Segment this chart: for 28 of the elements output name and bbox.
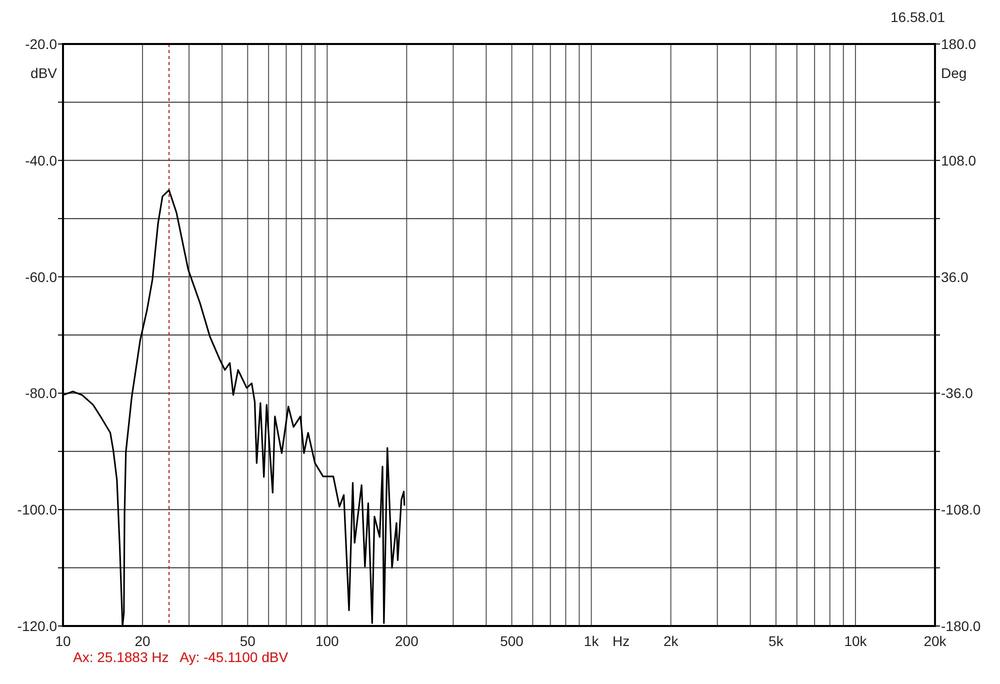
text: Ax: 25.1883 Hz Ay: -45.1100 dBV: [73, 649, 289, 665]
y2-tick-label: -108.0: [941, 502, 981, 518]
x-tick-label: 10: [55, 633, 71, 649]
y-tick-label: -80.0: [25, 385, 58, 402]
x-tick-label: 5k: [768, 633, 784, 649]
y-tick-label: -60.0: [25, 268, 58, 285]
x-tick-label: 10k: [844, 633, 868, 649]
x-tick-label: 500: [500, 633, 524, 649]
y2-tick-label: 36.0: [941, 268, 968, 285]
x-axis-title: Hz: [612, 633, 630, 649]
x-tick-label: 20: [134, 633, 151, 649]
y-tick-label: -40.0: [25, 152, 58, 168]
x-tick-label: 200: [395, 633, 419, 649]
y2-tick-label: -180.0: [941, 618, 981, 634]
y2-tick-label: 108.0: [941, 152, 976, 168]
x-tick-label: 2k: [663, 633, 680, 649]
y-tick-label: -120.0: [17, 618, 58, 634]
y2-tick-label: 180.0: [941, 36, 976, 52]
y-tick-label: -20.0: [25, 36, 58, 52]
y2-axis-title: Deg: [941, 65, 967, 82]
y-tick-label: -100.0: [17, 502, 58, 518]
x-tick-label: 50: [240, 633, 256, 649]
x-tick-label: 20k: [924, 633, 948, 649]
y-axis-title: dBV: [30, 65, 58, 82]
y2-tick-label: -36.0: [941, 385, 974, 402]
x-tick-label: 100: [315, 633, 340, 649]
text: 16.58.01: [890, 9, 946, 25]
x-tick-label: 1k: [584, 633, 600, 649]
